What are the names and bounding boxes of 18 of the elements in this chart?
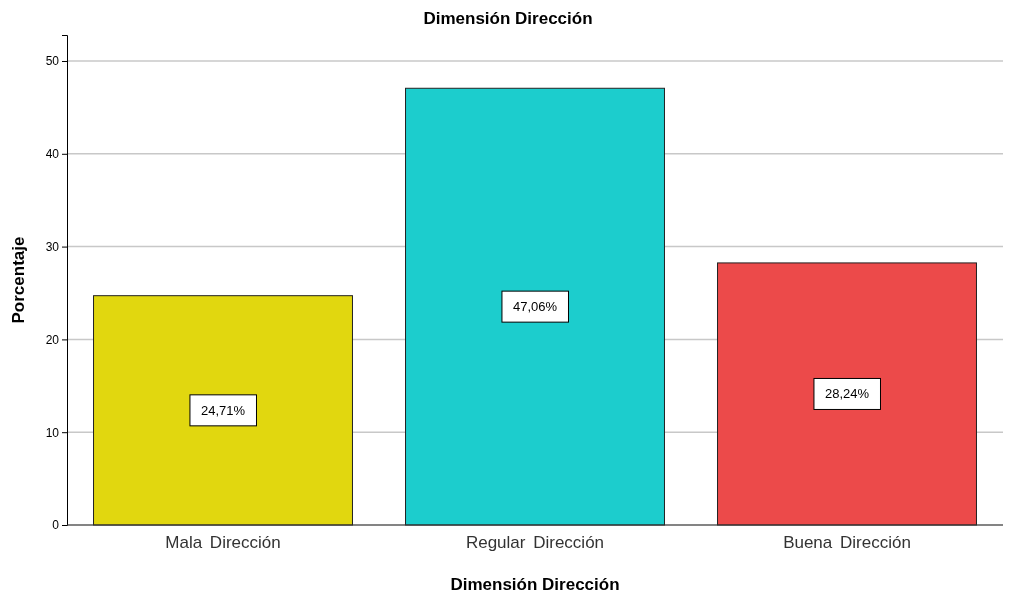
y-tick-label: 20 [45,332,60,347]
y-tick-label: 10 [45,425,60,440]
bar [405,87,665,526]
bar [717,262,977,526]
x-tick-label: Mala Dirección [165,533,281,553]
y-tick-label: 50 [45,54,60,69]
data-label: 24,71% [200,402,246,418]
data-label: 47,06% [512,299,558,315]
y-tick-label: 0 [52,518,60,533]
x-tick-label: Regular Dirección [465,533,605,553]
x-tick-label: Buena Dirección [783,533,911,553]
bar [93,295,353,526]
x-axis-title: Dimensión Dirección [450,575,620,594]
chart-title: Dimensión Dirección [423,9,593,28]
y-tick-label: 40 [45,147,60,162]
data-label: 28,24% [824,386,870,402]
y-axis-title: Porcentaje [9,236,28,324]
y-tick-label: 30 [45,239,60,254]
